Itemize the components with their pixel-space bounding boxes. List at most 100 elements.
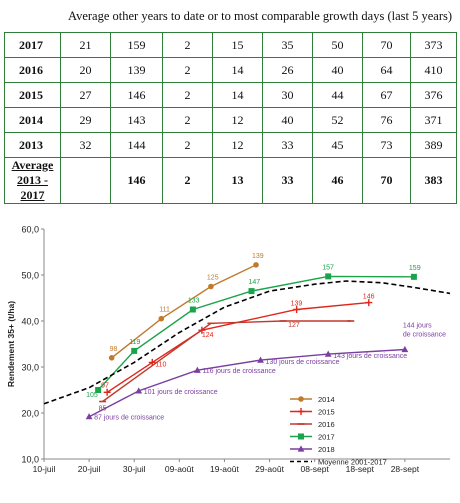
x-tick-label: 09-août: [165, 464, 194, 474]
table-cell: 383: [410, 157, 457, 204]
table-cell: 70: [362, 157, 411, 204]
data-label: 116 jours de croissance: [202, 368, 276, 375]
data-point: [257, 356, 264, 363]
row-year: 2013: [4, 132, 61, 158]
table-row: 2015 27 146 2 14 30 44 67 376: [4, 82, 457, 108]
legend-label: 2018: [318, 445, 335, 454]
data-label: 125: [207, 275, 219, 282]
table-row: 2014 29 143 2 12 40 52 76 371: [4, 107, 457, 133]
data-point: [193, 366, 201, 373]
data-point: [325, 273, 332, 280]
legend-label: Moyenne 2001-2017: [318, 458, 387, 467]
table-cell: 389: [410, 132, 457, 158]
data-label: 105: [86, 392, 98, 399]
table-cell: 143: [110, 107, 163, 133]
x-tick-label: 29-août: [255, 464, 284, 474]
row-year: 2014: [4, 107, 61, 133]
y-tick-label: 60,0: [21, 225, 39, 235]
series-line: [106, 301, 369, 393]
data-label: 119: [129, 339, 140, 346]
table-cell: 27: [60, 82, 111, 108]
data-point: [248, 288, 255, 295]
table-cell: 52: [312, 107, 363, 133]
x-tick-label: 28-sept: [391, 464, 420, 474]
data-label: 146: [363, 294, 375, 301]
x-tick-label: 10-juil: [33, 464, 56, 474]
x-tick-label: 08-sept: [300, 464, 329, 474]
table-cell: 40: [262, 107, 313, 133]
table-cell: 73: [362, 132, 411, 158]
data-point: [208, 283, 214, 290]
table-cell: 12: [212, 132, 263, 158]
legend-label: 2017: [318, 433, 335, 442]
data-point: [85, 413, 93, 420]
x-tick-label: 19-août: [210, 464, 239, 474]
data-point: [135, 387, 143, 394]
table-cell: 46: [312, 157, 363, 204]
data-label: 127: [288, 322, 300, 329]
table-cell: 64: [362, 57, 411, 83]
data-label: 139: [252, 253, 264, 260]
table-cell: 13: [212, 157, 263, 204]
row-year: 2016: [4, 57, 61, 83]
data-label: 97: [101, 382, 109, 389]
table-cell: 2: [162, 82, 213, 108]
data-point: [158, 315, 165, 322]
table-cell: 2: [162, 57, 213, 83]
table-cell: 14: [212, 82, 263, 108]
table-cell: 12: [212, 107, 263, 133]
series-line: [43, 280, 451, 405]
table-cell: 15: [212, 32, 263, 58]
row-year: 2017: [4, 32, 61, 58]
y-tick-label: 10,0: [21, 455, 39, 465]
data-point: [324, 350, 332, 357]
data-point: [131, 347, 138, 354]
table-cell: 33: [262, 157, 313, 204]
table-cell: 410: [410, 57, 457, 83]
table-row: 2013 32 144 2 12 33 45 73 389: [4, 132, 457, 158]
table-cell: 2: [162, 132, 213, 158]
table-body: 2017 21 159 2 15 35 50 70 373 2016 20 139 2 14 26 40 64 4…: [4, 32, 457, 204]
table-cell: 146: [110, 82, 163, 108]
data-point: [95, 387, 102, 393]
table-cell: 139: [110, 57, 163, 83]
series-line: [88, 348, 405, 418]
series-line: [111, 264, 257, 359]
table-cell: 32: [60, 132, 111, 158]
y-axis-label: Rendement 35+ (t/ha): [6, 301, 16, 387]
data-point: [298, 396, 304, 402]
y-tick-label: 40,0: [21, 317, 39, 327]
table-cell: 376: [410, 82, 457, 108]
table-cell: 44: [312, 82, 363, 108]
table-cell: 50: [312, 32, 363, 58]
y-tick-label: 50,0: [21, 271, 39, 281]
legend-label: 2015: [318, 408, 335, 417]
y-tick-label: 20,0: [21, 409, 39, 419]
x-tick-label: 30-juil: [123, 464, 146, 474]
row-year: 2015: [4, 82, 61, 108]
data-label: 110: [155, 361, 166, 368]
legend-label: 2014: [318, 395, 335, 404]
table-cell: 40: [312, 57, 363, 83]
table-cell: 26: [262, 57, 313, 83]
table-cell: 144: [110, 132, 163, 158]
data-label: 139: [291, 301, 303, 308]
data-point: [401, 345, 409, 353]
table-cell: 373: [410, 32, 457, 58]
data-label: 130 jours de croissance: [266, 359, 340, 366]
table-cell: 76: [362, 107, 411, 133]
data-point: [148, 358, 156, 366]
table-cell: 70: [362, 32, 411, 58]
x-tick-label: 20-juil: [78, 464, 101, 474]
table-cell: 14: [212, 57, 263, 83]
table-row: 2017 21 159 2 15 35 50 70 373: [4, 32, 457, 58]
data-point: [410, 273, 417, 280]
table-cell: 29: [60, 107, 111, 133]
table-cell: 45: [312, 132, 363, 158]
table-cell: 67: [362, 82, 411, 108]
table-cell: 146: [110, 157, 163, 204]
table-cell: 2: [162, 107, 213, 133]
table-heading: Average other years to date or to most c…: [68, 9, 453, 23]
table-cell: 2: [162, 32, 213, 58]
table-cell: 21: [60, 32, 111, 58]
